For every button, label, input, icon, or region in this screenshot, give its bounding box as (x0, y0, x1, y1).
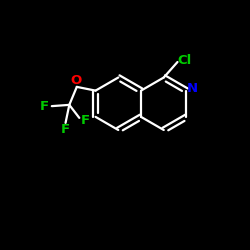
Text: F: F (81, 114, 90, 127)
Text: F: F (40, 100, 49, 112)
Text: N: N (186, 82, 198, 95)
Text: F: F (61, 123, 70, 136)
Text: Cl: Cl (178, 54, 192, 67)
Text: O: O (70, 74, 81, 87)
